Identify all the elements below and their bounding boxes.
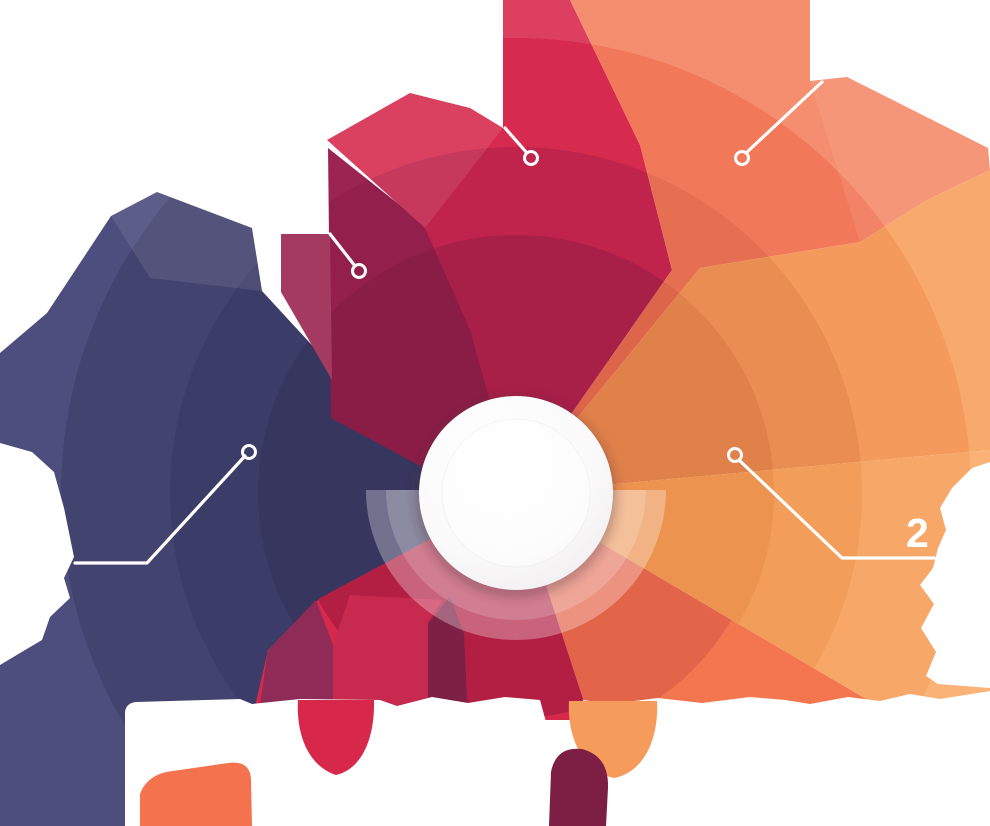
petal-navy: [0, 192, 516, 826]
callout-line-navy: [73, 454, 247, 565]
callout-lines: [73, 80, 936, 565]
callout-marker-red-icon: [523, 150, 539, 166]
center-button-inner: [441, 418, 591, 568]
petal-band-crimson: [333, 595, 443, 718]
fragment-orange-left: [140, 762, 252, 826]
year-label: 2: [906, 510, 929, 556]
fragment-maroon: [549, 748, 609, 826]
callout-marker-coral-icon: [734, 150, 750, 166]
fragment-red: [297, 700, 375, 775]
petal-orange: [516, 170, 990, 493]
petal-red-tip-highlight: [327, 93, 503, 228]
petal-navy-tip-highlight: [111, 192, 262, 291]
callout-markers: [241, 150, 750, 463]
petal-maroon-light-wedge: [281, 234, 332, 380]
callout-marker-maroon-icon: [351, 263, 367, 279]
petal-red: [327, 0, 672, 493]
petal-coral: [516, 0, 990, 493]
petal-light-orange: [516, 450, 990, 772]
callout-line-maroon: [328, 232, 357, 268]
callout-line-coral: [744, 80, 824, 155]
mask-blob-left: [0, 443, 74, 665]
petal-maroon: [328, 148, 516, 493]
petal-coral-tip-highlight: [810, 77, 990, 242]
callout-marker-navy-icon: [241, 444, 257, 460]
mask-blob-right: [920, 462, 990, 688]
petal-band-dark-maroon: [428, 596, 468, 718]
petal-band-maroon: [258, 600, 342, 718]
callout-marker-orange-icon: [727, 447, 743, 463]
callout-line-red: [503, 126, 529, 155]
callout-line-orange: [737, 458, 936, 560]
